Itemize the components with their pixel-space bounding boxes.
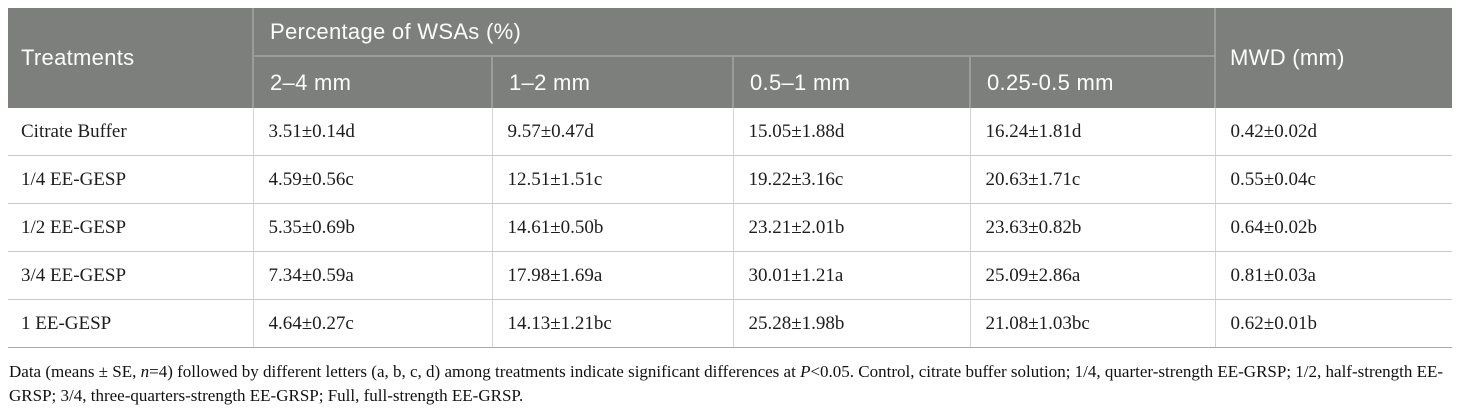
footnote-n-symbol: n bbox=[140, 362, 150, 381]
value-cell: 4.59±0.56c bbox=[252, 155, 492, 204]
treatment-cell: 3/4 EE-GESP bbox=[8, 251, 253, 300]
value-cell: 9.57±0.47d bbox=[491, 108, 733, 156]
value-cell: 5.35±0.69b bbox=[252, 203, 492, 252]
treatment-cell: 1/4 EE-GESP bbox=[8, 155, 253, 204]
table-row: 1/4 EE-GESP 4.59±0.56c 12.51±1.51c 19.22… bbox=[8, 155, 1453, 204]
value-cell: 14.61±0.50b bbox=[491, 203, 733, 252]
value-cell: 14.13±1.21bc bbox=[491, 299, 733, 348]
value-cell: 0.64±0.02b bbox=[1214, 203, 1453, 252]
value-cell: 0.62±0.01b bbox=[1214, 299, 1453, 348]
table-row: Citrate Buffer 3.51±0.14d 9.57±0.47d 15.… bbox=[8, 108, 1453, 156]
table-row: 1 EE-GESP 4.64±0.27c 14.13±1.21bc 25.28±… bbox=[8, 299, 1453, 348]
treatment-cell: 1 EE-GESP bbox=[8, 299, 253, 348]
header-row-subcolumns: 2–4 mm 1–2 mm 0.5–1 mm 0.25-0.5 mm bbox=[8, 55, 1452, 108]
footnote-p-symbol: P bbox=[800, 362, 811, 381]
value-cell: 4.64±0.27c bbox=[252, 299, 492, 348]
value-cell: 12.51±1.51c bbox=[491, 155, 733, 204]
value-cell: 23.21±2.01b bbox=[732, 203, 970, 252]
value-cell: 3.51±0.14d bbox=[252, 108, 492, 156]
value-cell: 0.55±0.04c bbox=[1214, 155, 1453, 204]
header-row-group: Treatments Percentage of WSAs (%) MWD (m… bbox=[8, 8, 1453, 108]
value-cell: 0.42±0.02d bbox=[1214, 108, 1453, 156]
treatment-cell: 1/2 EE-GESP bbox=[8, 203, 253, 252]
table-footnote: Data (means ± SE, n=4) followed by diffe… bbox=[9, 360, 1453, 408]
value-cell: 19.22±3.16c bbox=[732, 155, 970, 204]
footnote-text: <0.05. Control, citrate buffer solution;… bbox=[9, 362, 1444, 405]
value-cell: 20.63±1.71c bbox=[969, 155, 1216, 204]
value-cell: 21.08±1.03bc bbox=[969, 299, 1216, 348]
value-cell: 16.24±1.81d bbox=[969, 108, 1216, 156]
column-header-0-5-1mm: 0.5–1 mm bbox=[732, 55, 970, 108]
column-header-treatments: Treatments bbox=[8, 8, 253, 108]
value-cell: 25.28±1.98b bbox=[732, 299, 970, 348]
column-header-2-4mm: 2–4 mm bbox=[252, 55, 492, 108]
value-cell: 23.63±0.82b bbox=[969, 203, 1216, 252]
column-group-header-wsa: Percentage of WSAs (%) bbox=[251, 8, 1216, 56]
table-row: 1/2 EE-GESP 5.35±0.69b 14.61±0.50b 23.21… bbox=[8, 203, 1453, 252]
footnote-text: Data (means ± SE, bbox=[9, 362, 141, 381]
column-header-1-2mm: 1–2 mm bbox=[491, 55, 733, 108]
value-cell: 17.98±1.69a bbox=[491, 251, 733, 300]
column-header-0-25-0-5mm: 0.25-0.5 mm bbox=[968, 55, 1216, 108]
value-cell: 25.09±2.86a bbox=[969, 251, 1216, 300]
table-body: Citrate Buffer 3.51±0.14d 9.57±0.47d 15.… bbox=[8, 108, 1453, 348]
table-header: Treatments Percentage of WSAs (%) MWD (m… bbox=[8, 8, 1453, 108]
table-row: 3/4 EE-GESP 7.34±0.59a 17.98±1.69a 30.01… bbox=[8, 251, 1453, 300]
footnote-text: =4) followed by different letters (a, b,… bbox=[149, 362, 801, 381]
column-header-mwd: MWD (mm) bbox=[1214, 8, 1453, 108]
value-cell: 0.81±0.03a bbox=[1214, 251, 1453, 300]
treatment-cell: Citrate Buffer bbox=[8, 108, 253, 156]
value-cell: 30.01±1.21a bbox=[732, 251, 970, 300]
wsa-table: Treatments Percentage of WSAs (%) MWD (m… bbox=[8, 8, 1453, 348]
value-cell: 7.34±0.59a bbox=[252, 251, 492, 300]
value-cell: 15.05±1.88d bbox=[732, 108, 970, 156]
